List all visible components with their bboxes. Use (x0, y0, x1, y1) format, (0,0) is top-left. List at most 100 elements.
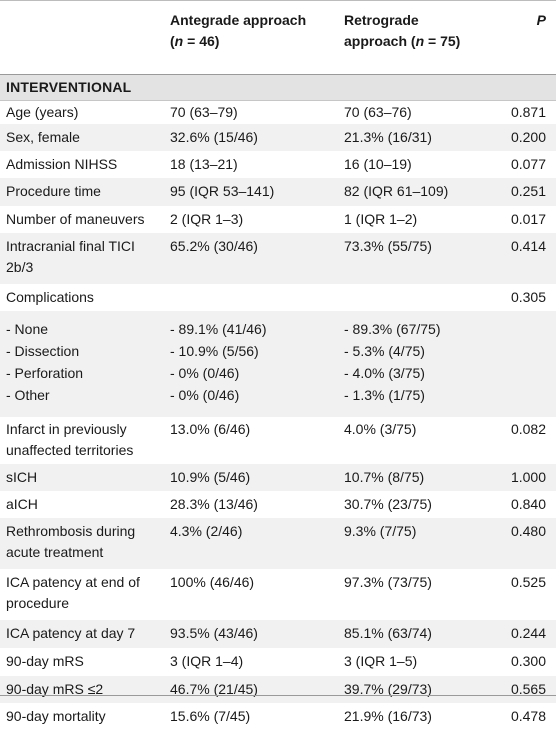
sub-label: - None (6, 321, 49, 337)
sub-value: - 10.9% (5/56) (170, 343, 259, 359)
row-p-value: 0.478 (510, 708, 546, 724)
row-label: aICH (6, 496, 38, 512)
row-p-value: 0.017 (510, 211, 546, 227)
table-row: 90-day mRS 3 (IQR 1–4) 3 (IQR 1–5) 0.300 (0, 648, 556, 676)
row-label: Rethrombosis during acute treatment (6, 521, 164, 563)
row-p-value: 0.871 (510, 104, 546, 120)
row-p-value: 0.565 (510, 681, 546, 697)
table-row: Admission NIHSS 18 (13–21) 16 (10–19) 0.… (0, 151, 556, 178)
table-row: Intracranial final TICI 2b/3 65.2% (30/4… (0, 233, 556, 284)
sub-value: - 89.1% (41/46) (170, 321, 267, 337)
row-label: Sex, female (6, 129, 80, 145)
row-p-value: 0.077 (510, 156, 546, 172)
row-antegrade: 32.6% (15/46) (170, 129, 258, 145)
row-label: 90-day mRS (6, 653, 84, 669)
row-label-line1: Infarct in previously (6, 421, 127, 437)
row-label: Number of maneuvers (6, 211, 145, 227)
row-p-value: 0.300 (510, 653, 546, 669)
row-antegrade: 93.5% (43/46) (170, 625, 258, 641)
table-row: Rethrombosis during acute treatment 4.3%… (0, 518, 556, 569)
sub-value: - 89.3% (67/75) (344, 321, 441, 337)
row-label-line1: ICA patency at end of (6, 574, 140, 590)
row-antegrade: 4.3% (2/46) (170, 523, 243, 539)
row-retrograde: 70 (63–76) (344, 104, 412, 120)
section-title: INTERVENTIONAL (6, 79, 132, 95)
row-antegrade: 46.7% (21/45) (170, 681, 258, 697)
row-label-line1: Intracranial final TICI (6, 238, 135, 254)
sub-label: - Other (6, 387, 50, 403)
header-retrograde-n: n (415, 33, 425, 49)
row-p-value: 0.525 (510, 574, 546, 590)
row-label: 90-day mRS ≤2 (6, 681, 104, 697)
row-p-value: 1.000 (510, 469, 546, 485)
complication-subtypes: - None - Dissection - Perforation - Othe… (6, 318, 164, 406)
row-antegrade: 15.6% (7/45) (170, 708, 251, 724)
sub-value: - 4.0% (3/75) (344, 365, 425, 381)
row-label: sICH (6, 469, 38, 485)
table-row: 90-day mRS ≤2 46.7% (21/45) 39.7% (29/73… (0, 676, 556, 703)
row-label: ICA patency at end of procedure (6, 572, 164, 614)
row-label-line2: unaffected territories (6, 442, 134, 458)
sub-value: - 5.3% (4/75) (344, 343, 425, 359)
complication-antegrade: - 89.1% (41/46) - 10.9% (5/56) - 0% (0/4… (170, 318, 340, 406)
row-antegrade: 100% (46/46) (170, 574, 255, 590)
row-label-line2: acute treatment (6, 544, 104, 560)
row-p-value: 0.082 (510, 421, 546, 437)
row-retrograde: 9.3% (7/75) (344, 523, 417, 539)
table-row: aICH 28.3% (13/46) 30.7% (23/75) 0.840 (0, 491, 556, 518)
table-body: Age (years) 70 (63–79) 70 (63–76) 0.871 … (0, 101, 556, 730)
table-header: Antegrade approach (n = 46) Retrograde a… (0, 0, 556, 66)
table-row: Procedure time 95 (IQR 53–141) 82 (IQR 6… (0, 178, 556, 206)
table-row: Age (years) 70 (63–79) 70 (63–76) 0.871 (0, 101, 556, 124)
row-retrograde: 39.7% (29/73) (344, 681, 432, 697)
row-label: Infarct in previously unaffected territo… (6, 419, 164, 461)
header-retrograde-prefix: approach ( (344, 33, 416, 49)
row-retrograde: 1 (IQR 1–2) (344, 211, 418, 227)
header-p-value: P (536, 12, 546, 28)
sub-label: - Dissection (6, 343, 80, 359)
row-p-value: 0.305 (510, 289, 546, 305)
table-row: ICA patency at end of procedure 100% (46… (0, 569, 556, 620)
header-retrograde: Retrograde approach (n = 75) (344, 10, 509, 52)
row-label: Complications (6, 289, 94, 305)
sub-value: - 0% (0/46) (170, 387, 240, 403)
row-antegrade: 65.2% (30/46) (170, 238, 258, 254)
row-label-line2: 2b/3 (6, 259, 34, 275)
header-antegrade-n: n (174, 33, 184, 49)
row-label-line2: procedure (6, 595, 70, 611)
header-antegrade-line1: Antegrade approach (170, 12, 307, 28)
table-row: - None - Dissection - Perforation - Othe… (0, 311, 556, 417)
row-label: Age (years) (6, 104, 79, 120)
table-row: Complications 0.305 (0, 284, 556, 311)
row-retrograde: 85.1% (63/74) (344, 625, 432, 641)
sub-value: - 1.3% (1/75) (344, 387, 425, 403)
row-label: Admission NIHSS (6, 156, 118, 172)
row-antegrade: 10.9% (5/46) (170, 469, 251, 485)
row-label: ICA patency at day 7 (6, 625, 136, 641)
header-antegrade-count: = 46) (183, 33, 220, 49)
row-retrograde: 4.0% (3/75) (344, 421, 417, 437)
row-retrograde: 97.3% (73/75) (344, 574, 432, 590)
header-retrograde-count: = 75) (424, 33, 461, 49)
row-retrograde: 21.9% (16/73) (344, 708, 432, 724)
row-p-value: 0.244 (510, 625, 546, 641)
row-retrograde: 16 (10–19) (344, 156, 412, 172)
row-antegrade: 2 (IQR 1–3) (170, 211, 244, 227)
row-antegrade: 13.0% (6/46) (170, 421, 251, 437)
table-row: Number of maneuvers 2 (IQR 1–3) 1 (IQR 1… (0, 206, 556, 233)
row-p-value: 0.200 (510, 129, 546, 145)
row-label: 90-day mortality (6, 708, 106, 724)
row-p-value: 0.480 (510, 523, 546, 539)
row-antegrade: 70 (63–79) (170, 104, 238, 120)
sub-label: - Perforation (6, 365, 84, 381)
row-label: Intracranial final TICI 2b/3 (6, 236, 164, 278)
header-retrograde-line1: Retrograde (344, 12, 419, 28)
section-row-interventional: INTERVENTIONAL (0, 74, 556, 101)
row-retrograde: 82 (IQR 61–109) (344, 183, 449, 199)
table-row: Infarct in previously unaffected territo… (0, 417, 556, 464)
row-retrograde: 21.3% (16/31) (344, 129, 432, 145)
header-retrograde-line2: approach (n = 75) (344, 31, 509, 52)
row-p-value: 0.840 (510, 496, 546, 512)
row-antegrade: 3 (IQR 1–4) (170, 653, 244, 669)
